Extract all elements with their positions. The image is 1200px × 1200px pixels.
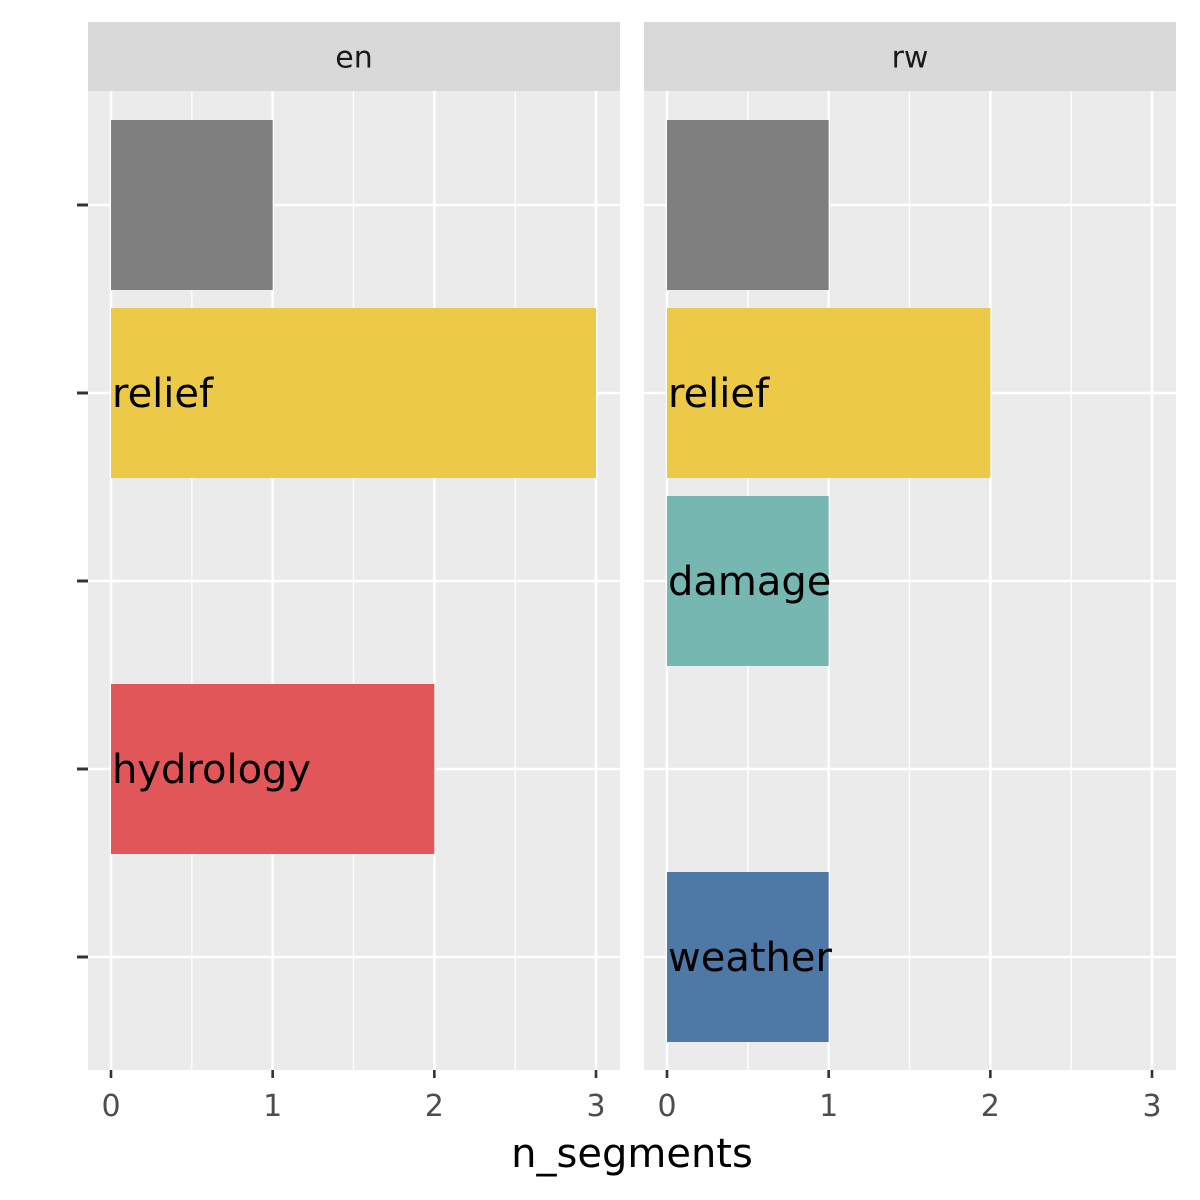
panel-rw: rw relief damage weather 0 1 2 3 xyxy=(644,22,1176,1124)
bar-label: relief xyxy=(668,371,770,417)
bar-label: weather xyxy=(668,935,832,981)
bar xyxy=(667,308,991,478)
x-axis-title: n_segments xyxy=(511,1131,753,1177)
bar xyxy=(667,496,829,666)
x-tick-label: 2 xyxy=(981,1089,1000,1124)
panels-layer: en relief hydrology 0 1 2 3 rw relief damage weath… xyxy=(77,22,1176,1124)
x-tick-label: 2 xyxy=(425,1089,444,1124)
bar-label: damage xyxy=(668,559,831,605)
bar xyxy=(667,872,829,1042)
x-tick-label: 0 xyxy=(101,1089,120,1124)
y-axis xyxy=(77,203,88,959)
bar-label: relief xyxy=(112,371,214,417)
x-tick-label: 1 xyxy=(819,1089,838,1124)
x-tick-label: 3 xyxy=(586,1089,605,1124)
bar xyxy=(111,120,273,290)
bar xyxy=(667,120,829,290)
facet-strip-label: en xyxy=(335,41,372,76)
bar xyxy=(111,684,435,854)
facet-strip xyxy=(644,22,1176,91)
x-tick-label: 1 xyxy=(263,1089,282,1124)
facet-strip-label: rw xyxy=(892,41,929,76)
bar-label: hydrology xyxy=(112,747,311,793)
x-tick-label: 3 xyxy=(1142,1089,1161,1124)
bar xyxy=(111,308,597,478)
facet-strip xyxy=(88,22,620,91)
panel-en: en relief hydrology 0 1 2 3 xyxy=(88,22,620,1124)
x-tick-label: 0 xyxy=(657,1089,676,1124)
